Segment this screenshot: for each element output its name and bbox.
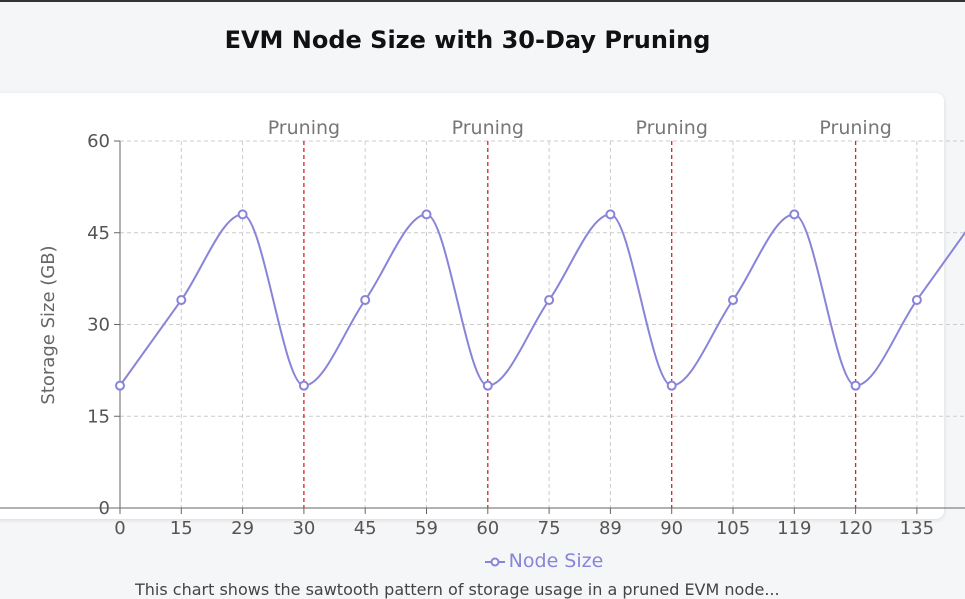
data-point[interactable] [237,209,248,220]
x-tick-label: 90 [660,518,683,539]
x-tick-label: 45 [354,518,377,539]
data-point[interactable] [176,295,187,306]
data-point[interactable] [728,295,738,306]
data-point[interactable] [421,209,432,220]
data-point[interactable] [666,380,677,391]
x-tick-label: 29 [231,518,254,539]
pruning-reference-lines: Pruning Pruning Pruning Pruning [268,117,892,508]
x-tick-label: 60 [476,518,499,539]
x-tick-label: 0 [114,518,125,539]
x-tick-label: 135 [900,518,934,539]
x-tick-label: 15 [170,518,193,539]
chart-title: EVM Node Size with 30-Day Pruning [224,26,711,54]
y-tick-label: 60 [87,131,110,152]
top-border [0,0,965,2]
x-tick-label: 119 [777,518,811,539]
chart-card [0,93,944,519]
data-point[interactable] [115,380,125,391]
data-point[interactable] [605,209,616,220]
series-points [115,209,922,391]
data-point[interactable] [482,380,493,391]
y-axis-title: Storage Size (GB) [38,245,59,404]
pruning-label: Pruning [452,117,524,139]
pruning-label: Pruning [819,117,891,139]
x-tick-label: 30 [292,518,315,539]
y-tick-label: 30 [87,315,110,336]
data-point[interactable] [360,295,371,306]
x-tick-label: 120 [838,518,872,539]
data-point[interactable] [850,380,861,391]
data-point[interactable] [911,295,922,306]
pruning-label: Pruning [268,117,340,139]
node-size-line [119,213,965,387]
data-point[interactable] [544,295,555,306]
legend-label: Node Size [508,550,604,572]
grid [120,140,965,508]
data-point[interactable] [298,380,309,391]
series-line [119,213,965,387]
y-tick-label: 15 [87,406,110,427]
x-tick-label: 89 [599,518,622,539]
x-tick-label: 105 [716,518,750,539]
y-tick-label: 45 [87,223,110,244]
legend-line-icon [484,557,505,566]
data-point[interactable] [789,209,800,220]
x-tick-label: 75 [538,518,561,539]
pruning-label: Pruning [635,117,707,139]
x-tick-label: 59 [415,518,438,539]
legend[interactable]: Node Size [0,550,965,572]
